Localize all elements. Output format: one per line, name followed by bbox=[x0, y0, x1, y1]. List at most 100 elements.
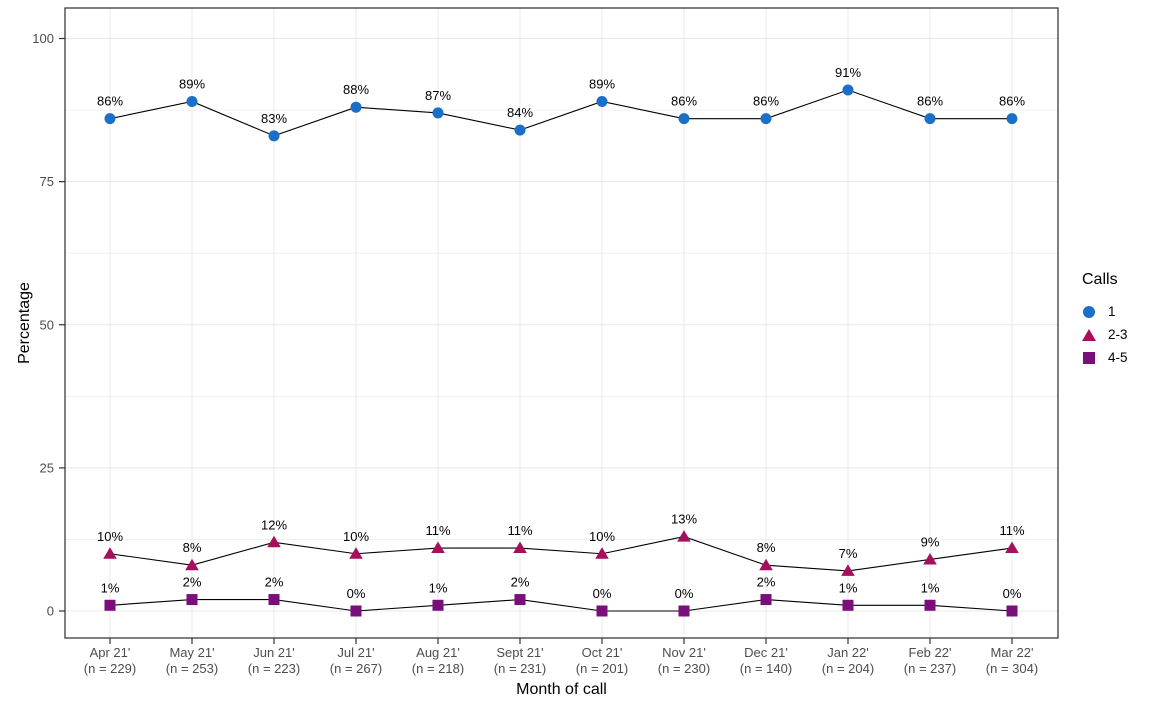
circle-marker bbox=[514, 124, 526, 136]
x-tick-label-month: Oct 21' bbox=[582, 645, 623, 660]
x-tick-label-n: (n = 218) bbox=[412, 661, 464, 676]
y-tick-label: 0 bbox=[47, 604, 54, 619]
legend-title: Calls bbox=[1082, 271, 1118, 288]
circle-icon bbox=[1083, 305, 1095, 318]
x-axis-title: Month of call bbox=[516, 681, 607, 698]
data-point-label: 2% bbox=[757, 575, 776, 590]
data-point-label: 0% bbox=[1003, 586, 1022, 601]
data-point-label: 7% bbox=[839, 546, 858, 561]
circle-marker bbox=[432, 107, 444, 119]
triangle-marker bbox=[677, 530, 691, 542]
x-tick-label-n: (n = 237) bbox=[904, 661, 956, 676]
data-point-label: 89% bbox=[179, 76, 205, 91]
x-tick-label-n: (n = 230) bbox=[658, 661, 710, 676]
legend-item-label: 4-5 bbox=[1108, 350, 1128, 365]
x-tick-label-n: (n = 204) bbox=[822, 661, 874, 676]
data-point-label: 2% bbox=[183, 575, 202, 590]
x-tick-label-month: Feb 22' bbox=[909, 645, 952, 660]
x-tick-label-n: (n = 201) bbox=[576, 661, 628, 676]
circle-marker bbox=[760, 113, 772, 125]
data-point-label: 83% bbox=[261, 111, 287, 126]
legend-square-icon bbox=[1082, 351, 1096, 364]
y-tick-label: 75 bbox=[40, 174, 54, 189]
data-point-label: 8% bbox=[183, 540, 202, 555]
x-tick-label-n: (n = 229) bbox=[84, 661, 136, 676]
x-tick-label-month: Jun 21' bbox=[253, 645, 295, 660]
triangle-marker bbox=[923, 552, 937, 565]
series-line-2-3 bbox=[109, 536, 1013, 572]
data-point-label: 0% bbox=[593, 586, 612, 601]
x-tick-label-month: Apr 21' bbox=[90, 645, 131, 660]
x-tick-label-month: Sept 21' bbox=[496, 645, 543, 660]
series-line-1 bbox=[109, 89, 1012, 137]
square-marker bbox=[842, 599, 854, 611]
data-point-label: 13% bbox=[671, 512, 697, 527]
triangle-marker bbox=[513, 541, 527, 554]
data-point-label: 2% bbox=[511, 575, 530, 590]
legend-item-1: 1 bbox=[1076, 300, 1128, 323]
panel-border bbox=[64, 7, 1059, 639]
x-tick-label-month: Aug 21' bbox=[416, 645, 460, 660]
square-marker bbox=[1006, 605, 1018, 617]
data-point-label: 87% bbox=[425, 88, 451, 103]
x-tick-label-n: (n = 267) bbox=[330, 661, 382, 676]
legend-item-label: 1 bbox=[1108, 304, 1116, 319]
x-tick-label-month: Jul 21' bbox=[337, 645, 374, 660]
x-tick-label-n: (n = 253) bbox=[166, 661, 218, 676]
data-point-label: 11% bbox=[425, 523, 450, 538]
x-tick-label-n: (n = 304) bbox=[986, 661, 1038, 676]
circle-marker bbox=[842, 84, 854, 96]
circle-marker bbox=[186, 95, 198, 107]
data-point-label: 86% bbox=[917, 94, 943, 109]
y-tick-label: 25 bbox=[40, 460, 54, 475]
x-tick-label-n: (n = 140) bbox=[740, 661, 792, 676]
triangle-marker bbox=[431, 541, 445, 554]
data-point-label: 91% bbox=[835, 65, 861, 80]
circle-marker bbox=[268, 130, 280, 142]
data-point-label: 86% bbox=[753, 94, 779, 109]
x-tick-label-month: Dec 21' bbox=[744, 645, 788, 660]
data-point-label: 1% bbox=[101, 580, 120, 595]
y-tick-label: 100 bbox=[32, 31, 54, 46]
triangle-marker bbox=[267, 535, 281, 548]
data-point-label: 86% bbox=[999, 94, 1025, 109]
data-point-label: 84% bbox=[507, 105, 533, 120]
square-marker bbox=[596, 605, 608, 617]
circle-marker bbox=[678, 113, 690, 125]
square-marker bbox=[432, 599, 444, 611]
triangle-marker bbox=[759, 558, 773, 571]
legend-circle-icon bbox=[1082, 305, 1096, 318]
square-marker bbox=[514, 594, 526, 606]
legend-item-label: 2-3 bbox=[1108, 327, 1128, 342]
data-point-label: 11% bbox=[999, 523, 1024, 538]
square-marker bbox=[268, 594, 280, 606]
data-point-label: 89% bbox=[589, 76, 615, 91]
data-point-label: 10% bbox=[97, 529, 123, 544]
triangle-marker bbox=[1005, 541, 1019, 554]
data-point-label: 12% bbox=[261, 517, 287, 532]
x-tick-label-month: May 21' bbox=[169, 645, 214, 660]
data-point-label: 8% bbox=[757, 540, 776, 555]
data-point-label: 1% bbox=[839, 580, 858, 595]
square-marker bbox=[924, 599, 936, 611]
series-line-4-5 bbox=[109, 598, 1013, 612]
x-tick-label-month: Mar 22' bbox=[991, 645, 1034, 660]
data-point-label: 10% bbox=[343, 529, 369, 544]
data-point-label: 0% bbox=[347, 586, 366, 601]
x-tick-label-n: (n = 231) bbox=[494, 661, 546, 676]
square-marker bbox=[104, 599, 116, 611]
data-point-label: 10% bbox=[589, 529, 615, 544]
square-marker bbox=[678, 605, 690, 617]
circle-marker bbox=[1006, 113, 1018, 125]
data-point-label: 1% bbox=[921, 580, 940, 595]
x-tick-label-month: Nov 21' bbox=[662, 645, 706, 660]
y-axis-title: Percentage bbox=[16, 282, 33, 364]
x-tick-label-month: Jan 22' bbox=[827, 645, 869, 660]
circle-marker bbox=[924, 113, 936, 125]
circle-marker bbox=[596, 95, 608, 107]
circle-marker bbox=[104, 113, 116, 125]
square-icon bbox=[1083, 351, 1095, 364]
legend-item-2-3: 2-3 bbox=[1076, 323, 1128, 346]
